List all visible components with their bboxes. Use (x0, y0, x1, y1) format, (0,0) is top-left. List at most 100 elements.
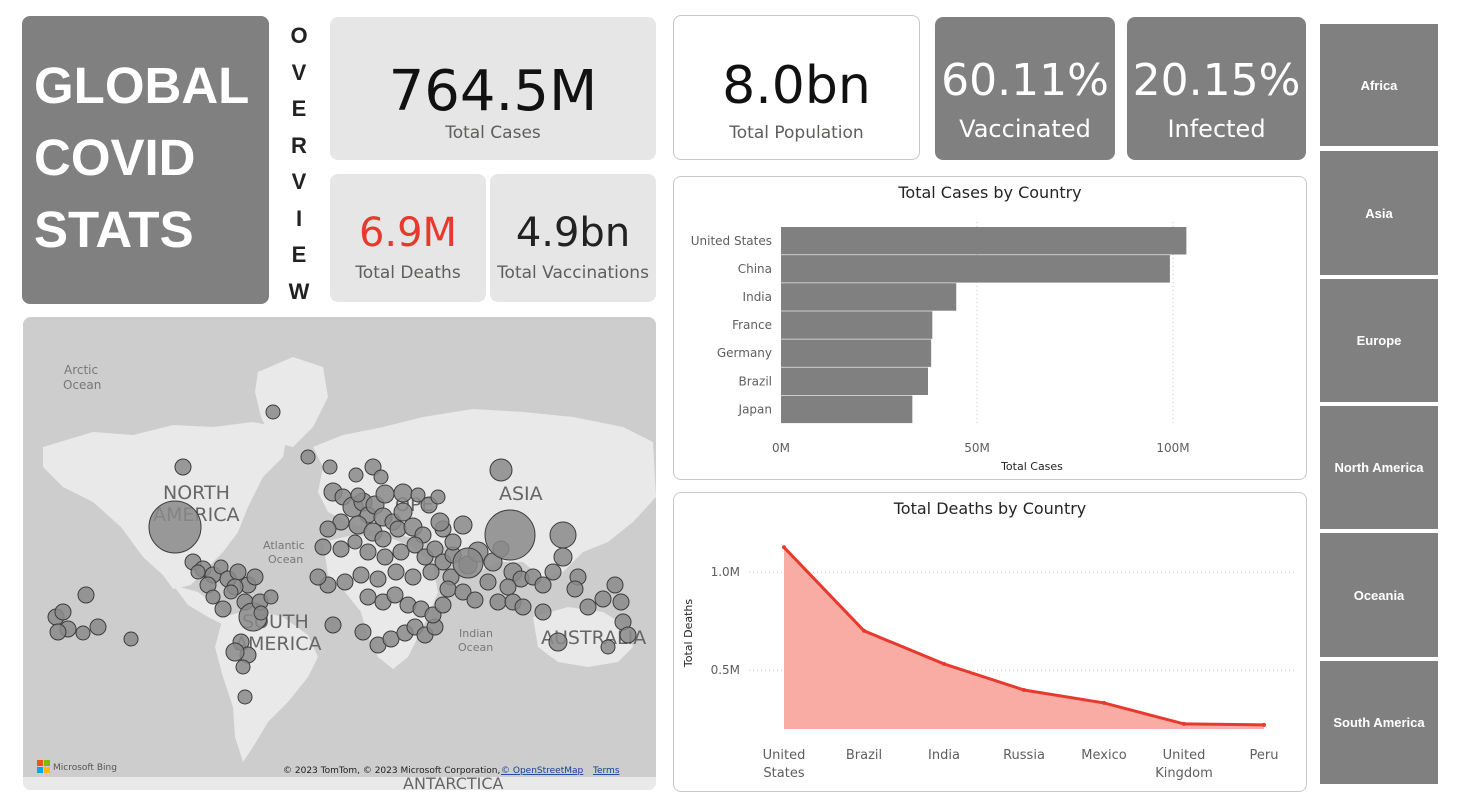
country-bubble[interactable] (499, 578, 517, 596)
country-bubble[interactable] (619, 626, 637, 644)
cases-bar[interactable] (781, 339, 932, 367)
country-bubble[interactable] (389, 520, 407, 538)
country-bubble[interactable] (77, 586, 95, 604)
country-bubble[interactable] (190, 564, 206, 580)
deaths-point[interactable] (862, 628, 866, 633)
country-bubble[interactable] (354, 623, 372, 641)
cases-bar[interactable] (781, 283, 957, 311)
cases-by-country-chart[interactable]: Total Cases by Country United States Chin… (673, 176, 1307, 480)
country-bubble[interactable] (439, 580, 457, 598)
openstreetmap-link[interactable]: © OpenStreetMap (501, 766, 584, 776)
country-bubble[interactable] (514, 598, 532, 616)
country-bubble[interactable] (253, 605, 269, 621)
country-bubble[interactable] (369, 570, 387, 588)
country-bubble[interactable] (213, 559, 229, 575)
country-bubble[interactable] (612, 593, 630, 611)
country-bubble[interactable] (422, 563, 440, 581)
continent-slicer-oceania[interactable]: Oceania (1320, 533, 1438, 657)
country-bubble[interactable] (375, 484, 395, 504)
country-bubble[interactable] (322, 459, 338, 475)
infected-card[interactable]: 20.15% Infected (1127, 17, 1306, 160)
country-bubble[interactable] (223, 584, 239, 600)
country-bubble[interactable] (549, 521, 577, 549)
continent-slicer-africa[interactable]: Africa (1320, 24, 1438, 146)
country-bubble[interactable] (300, 449, 316, 465)
country-bubble[interactable] (237, 689, 253, 705)
country-bubble[interactable] (75, 625, 91, 641)
deaths-by-country-chart[interactable]: Total Deaths by Country 0.5M 1.0M United St… (673, 492, 1307, 792)
country-bubble[interactable] (410, 487, 426, 503)
country-bubble[interactable] (309, 568, 327, 586)
country-bubble[interactable] (387, 563, 405, 581)
total-population-card[interactable]: 8.0bn Total Population (673, 15, 920, 160)
country-bubble[interactable] (404, 568, 422, 586)
continent-slicer-south-america[interactable]: South America (1320, 661, 1438, 784)
continent-slicer-europe[interactable]: Europe (1320, 279, 1438, 402)
country-bubble[interactable] (263, 589, 279, 605)
country-bubble[interactable] (406, 536, 424, 554)
deaths-chart-canvas[interactable]: 0.5M 1.0M United States Brazil India Russia Mex… (674, 493, 1306, 791)
country-bubble[interactable] (534, 603, 552, 621)
world-map-canvas[interactable]: Arctic Ocean Atlantic Ocean Indian Ocean… (23, 317, 656, 790)
country-bubble[interactable] (454, 583, 472, 601)
deaths-point[interactable] (1262, 722, 1266, 727)
country-bubble[interactable] (319, 520, 337, 538)
country-bubble[interactable] (229, 563, 247, 581)
cases-bar[interactable] (781, 311, 933, 339)
continent-slicer-asia[interactable]: Asia (1320, 151, 1438, 275)
country-bubble[interactable] (49, 623, 67, 641)
country-bubble[interactable] (548, 632, 568, 652)
world-map[interactable]: Arctic Ocean Atlantic Ocean Indian Ocean… (23, 317, 656, 790)
deaths-point[interactable] (1102, 700, 1106, 705)
country-bubble[interactable] (123, 631, 139, 647)
country-bubble[interactable] (265, 404, 281, 420)
cases-bar[interactable] (781, 227, 1187, 255)
vaccinated-card[interactable]: 60.11% Vaccinated (935, 17, 1115, 160)
country-bubble[interactable] (205, 589, 221, 605)
country-bubble[interactable] (350, 487, 366, 503)
country-bubble[interactable] (393, 483, 413, 503)
country-bubble[interactable] (332, 540, 350, 558)
country-bubble[interactable] (489, 593, 507, 611)
country-bubble[interactable] (566, 580, 584, 598)
country-bubble[interactable] (332, 513, 350, 531)
country-bubble[interactable] (336, 573, 354, 591)
country-bubbles[interactable] (47, 404, 637, 705)
country-bubble[interactable] (484, 509, 536, 561)
cases-chart-canvas[interactable]: United States China India France Germany Braz… (674, 177, 1306, 479)
country-bubble[interactable] (373, 469, 389, 485)
country-bubble[interactable] (324, 616, 342, 634)
country-bubble[interactable] (386, 586, 404, 604)
country-bubble[interactable] (444, 533, 462, 551)
deaths-point[interactable] (782, 545, 786, 550)
country-bubble[interactable] (553, 547, 573, 567)
country-bubble[interactable] (148, 500, 202, 554)
country-bubble[interactable] (174, 458, 192, 476)
terms-link[interactable]: Terms (592, 766, 620, 776)
continent-slicer-north-america[interactable]: North America (1320, 406, 1438, 529)
country-bubble[interactable] (426, 540, 444, 558)
country-bubble[interactable] (606, 576, 624, 594)
country-bubble[interactable] (89, 618, 107, 636)
country-bubble[interactable] (479, 573, 497, 591)
country-bubble[interactable] (374, 530, 392, 548)
country-bubble[interactable] (430, 512, 450, 532)
country-bubble[interactable] (594, 590, 612, 608)
country-bubble[interactable] (534, 576, 552, 594)
deaths-point[interactable] (1022, 687, 1026, 692)
country-bubble[interactable] (600, 639, 616, 655)
cases-bar[interactable] (781, 255, 1170, 283)
country-bubble[interactable] (376, 548, 394, 566)
country-bubble[interactable] (348, 467, 364, 483)
country-bubble[interactable] (235, 659, 251, 675)
country-bubble[interactable] (544, 563, 562, 581)
total-vaccinations-card[interactable]: 4.9bn Total Vaccinations (490, 174, 656, 302)
deaths-point[interactable] (942, 661, 946, 666)
total-deaths-card[interactable]: 6.9M Total Deaths (330, 174, 486, 302)
country-bubble[interactable] (489, 458, 513, 482)
country-bubble[interactable] (314, 538, 332, 556)
total-cases-card[interactable]: 764.5M Total Cases (330, 17, 656, 160)
country-bubble[interactable] (214, 600, 232, 618)
country-bubble[interactable] (430, 489, 446, 505)
country-bubble[interactable] (347, 534, 363, 550)
